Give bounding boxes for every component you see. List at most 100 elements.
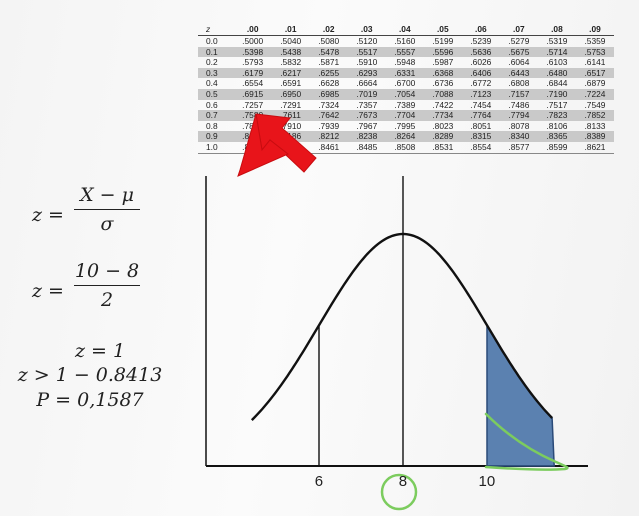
z-table-cell: .8599 [537,141,576,154]
eq2-fraction-bar [74,285,140,287]
z-table-cell: .5714 [537,46,576,58]
z-table-header-col: .04 [385,22,424,36]
z-table-cell: .8264 [385,131,424,142]
eq3-line: z = 1 [74,340,126,362]
z-table-cell: .6217 [271,67,310,79]
z-table-cell: .6554 [242,78,264,89]
z-table-cell: .5239 [470,36,492,46]
z-table-cell: .7224 [575,88,614,100]
z-table-cell: .6879 [584,78,606,89]
z-table-cell: .5675 [499,46,538,58]
z-table-cell: .8078 [508,120,530,131]
z-table-cell: .7190 [537,88,576,100]
z-table-cell: .5199 [432,36,454,46]
z-table-cell: .7910 [280,120,302,131]
z-table-cell: .7967 [356,120,378,131]
z-table-cell: .7454 [470,99,492,110]
z-table-row: 0.1.5398.5438.5478.5517.5557.5596.5636.5… [198,46,614,58]
z-table-cell: .8485 [347,141,386,154]
z-table-row-label: 0.7 [198,110,234,121]
z-table-cell: .7157 [499,88,538,100]
x-tick-label: 8 [398,473,408,490]
z-table-header-z: z [198,22,234,36]
z-table-row: 0.6 .7257 .7291 .7324 .7357 .7389 .7422 .7454 .7… [198,100,614,111]
eq2-numerator: 10 − 8 [74,260,140,282]
z-table-cell: .7019 [347,88,386,100]
z-table-cell: .6628 [318,78,340,89]
z-table-cell: .7939 [318,120,340,131]
z-table-cell: .5987 [432,57,454,68]
eq1-denominator: σ [100,213,114,236]
red-arrow-head [237,113,289,177]
z-table-header-col: .09 [575,22,614,36]
z-table-cell: .7642 [309,110,348,121]
z-table-cell: .6368 [423,67,462,79]
z-table-cell: .6772 [470,78,492,89]
eq1-fraction: X − μ σ [74,184,140,235]
z-table-row: 0.7.7580.7611.7642.7673.7704.7734.7764.7… [198,110,614,121]
z-table-cell: .6331 [385,67,424,79]
z-table-cell: .6700 [394,78,416,89]
z-table-cell: .8365 [537,131,576,142]
z-table-cell: .5080 [318,36,340,46]
z-table-cell: .7764 [461,110,500,121]
eq4-line: z > 1 − 0.8413 [17,364,163,386]
z-table-row: 0.2 .5793 .5832 .5871 .5910 .5948 .5987 .6026 .6… [198,57,614,68]
z-table-cell: .7734 [423,110,462,121]
z-table-cell: .8508 [385,141,424,154]
z-table-row: 0.0 .5000 .5040 .5080 .5120 .5160 .5199 .5239 .5… [198,36,614,47]
z-table-cell: .6064 [508,57,530,68]
z-table-row-label: 0.2 [206,57,218,68]
eq1-fraction-bar [74,209,140,211]
z-table-cell: .5910 [356,57,378,68]
z-table-cell: .5871 [318,57,340,68]
z-table-cell: .8461 [309,141,348,154]
z-table-cell: .7257 [242,99,264,110]
z-table-cell: .6406 [461,67,500,79]
z-table-cell: .6517 [575,67,614,79]
z-table-cell: .5319 [546,36,568,46]
z-table-cell: .7324 [318,99,340,110]
z-table-cell: .7422 [432,99,454,110]
z-table-cell: .7794 [499,110,538,121]
z-table-cell: .7704 [385,110,424,121]
z-table-cell: .8133 [584,120,606,131]
z-table-cell: .5636 [461,46,500,58]
eq2-denominator: 2 [100,289,114,312]
z-table-row-label: 0.9 [198,131,234,142]
z-table-cell: .6141 [584,57,606,68]
z-table-cell: .5398 [233,46,272,58]
z-table-cell: .8289 [423,131,462,142]
z-table-cell: .7123 [461,88,500,100]
z-table-cell: .6915 [233,88,272,100]
z-table-cell: .8238 [347,131,386,142]
z-table-cell: .5438 [271,46,310,58]
z-table-cell: .8340 [499,131,538,142]
z-table-cell: .5478 [309,46,348,58]
z-table-cell: .5359 [584,36,606,46]
z-table-cell: .7823 [537,110,576,121]
eq5-line: P = 0,1587 [36,389,144,411]
z-table-header-col: .07 [499,22,538,36]
z-table-cell: .7357 [356,99,378,110]
green-shade-outline [484,412,569,471]
z-table-cell: .6950 [271,88,310,100]
z-table-header-col: .00 [233,22,272,36]
z-table-cell: .6293 [347,67,386,79]
z-table-cell: .7673 [347,110,386,121]
z-table-cell: .6103 [546,57,568,68]
z-table-row-label: 0.8 [206,120,218,131]
z-table-row-label: 0.5 [198,88,234,100]
eq1-numerator: X − μ [80,184,134,206]
z-table-cell: .7486 [508,99,530,110]
z-table-cell: .5832 [280,57,302,68]
z-table-cell: .7580 [233,110,272,121]
z-table-row-label: 0.6 [206,99,218,110]
z-table-cell: .5596 [423,46,462,58]
z-table-cell: .8554 [461,141,500,154]
z-table-cell: .5160 [394,36,416,46]
z-table-cell: .5120 [356,36,378,46]
green-circle-mean [380,473,418,511]
z-table-row-label: 0.3 [198,67,234,79]
z-table-row-label: 1.0 [198,141,234,154]
